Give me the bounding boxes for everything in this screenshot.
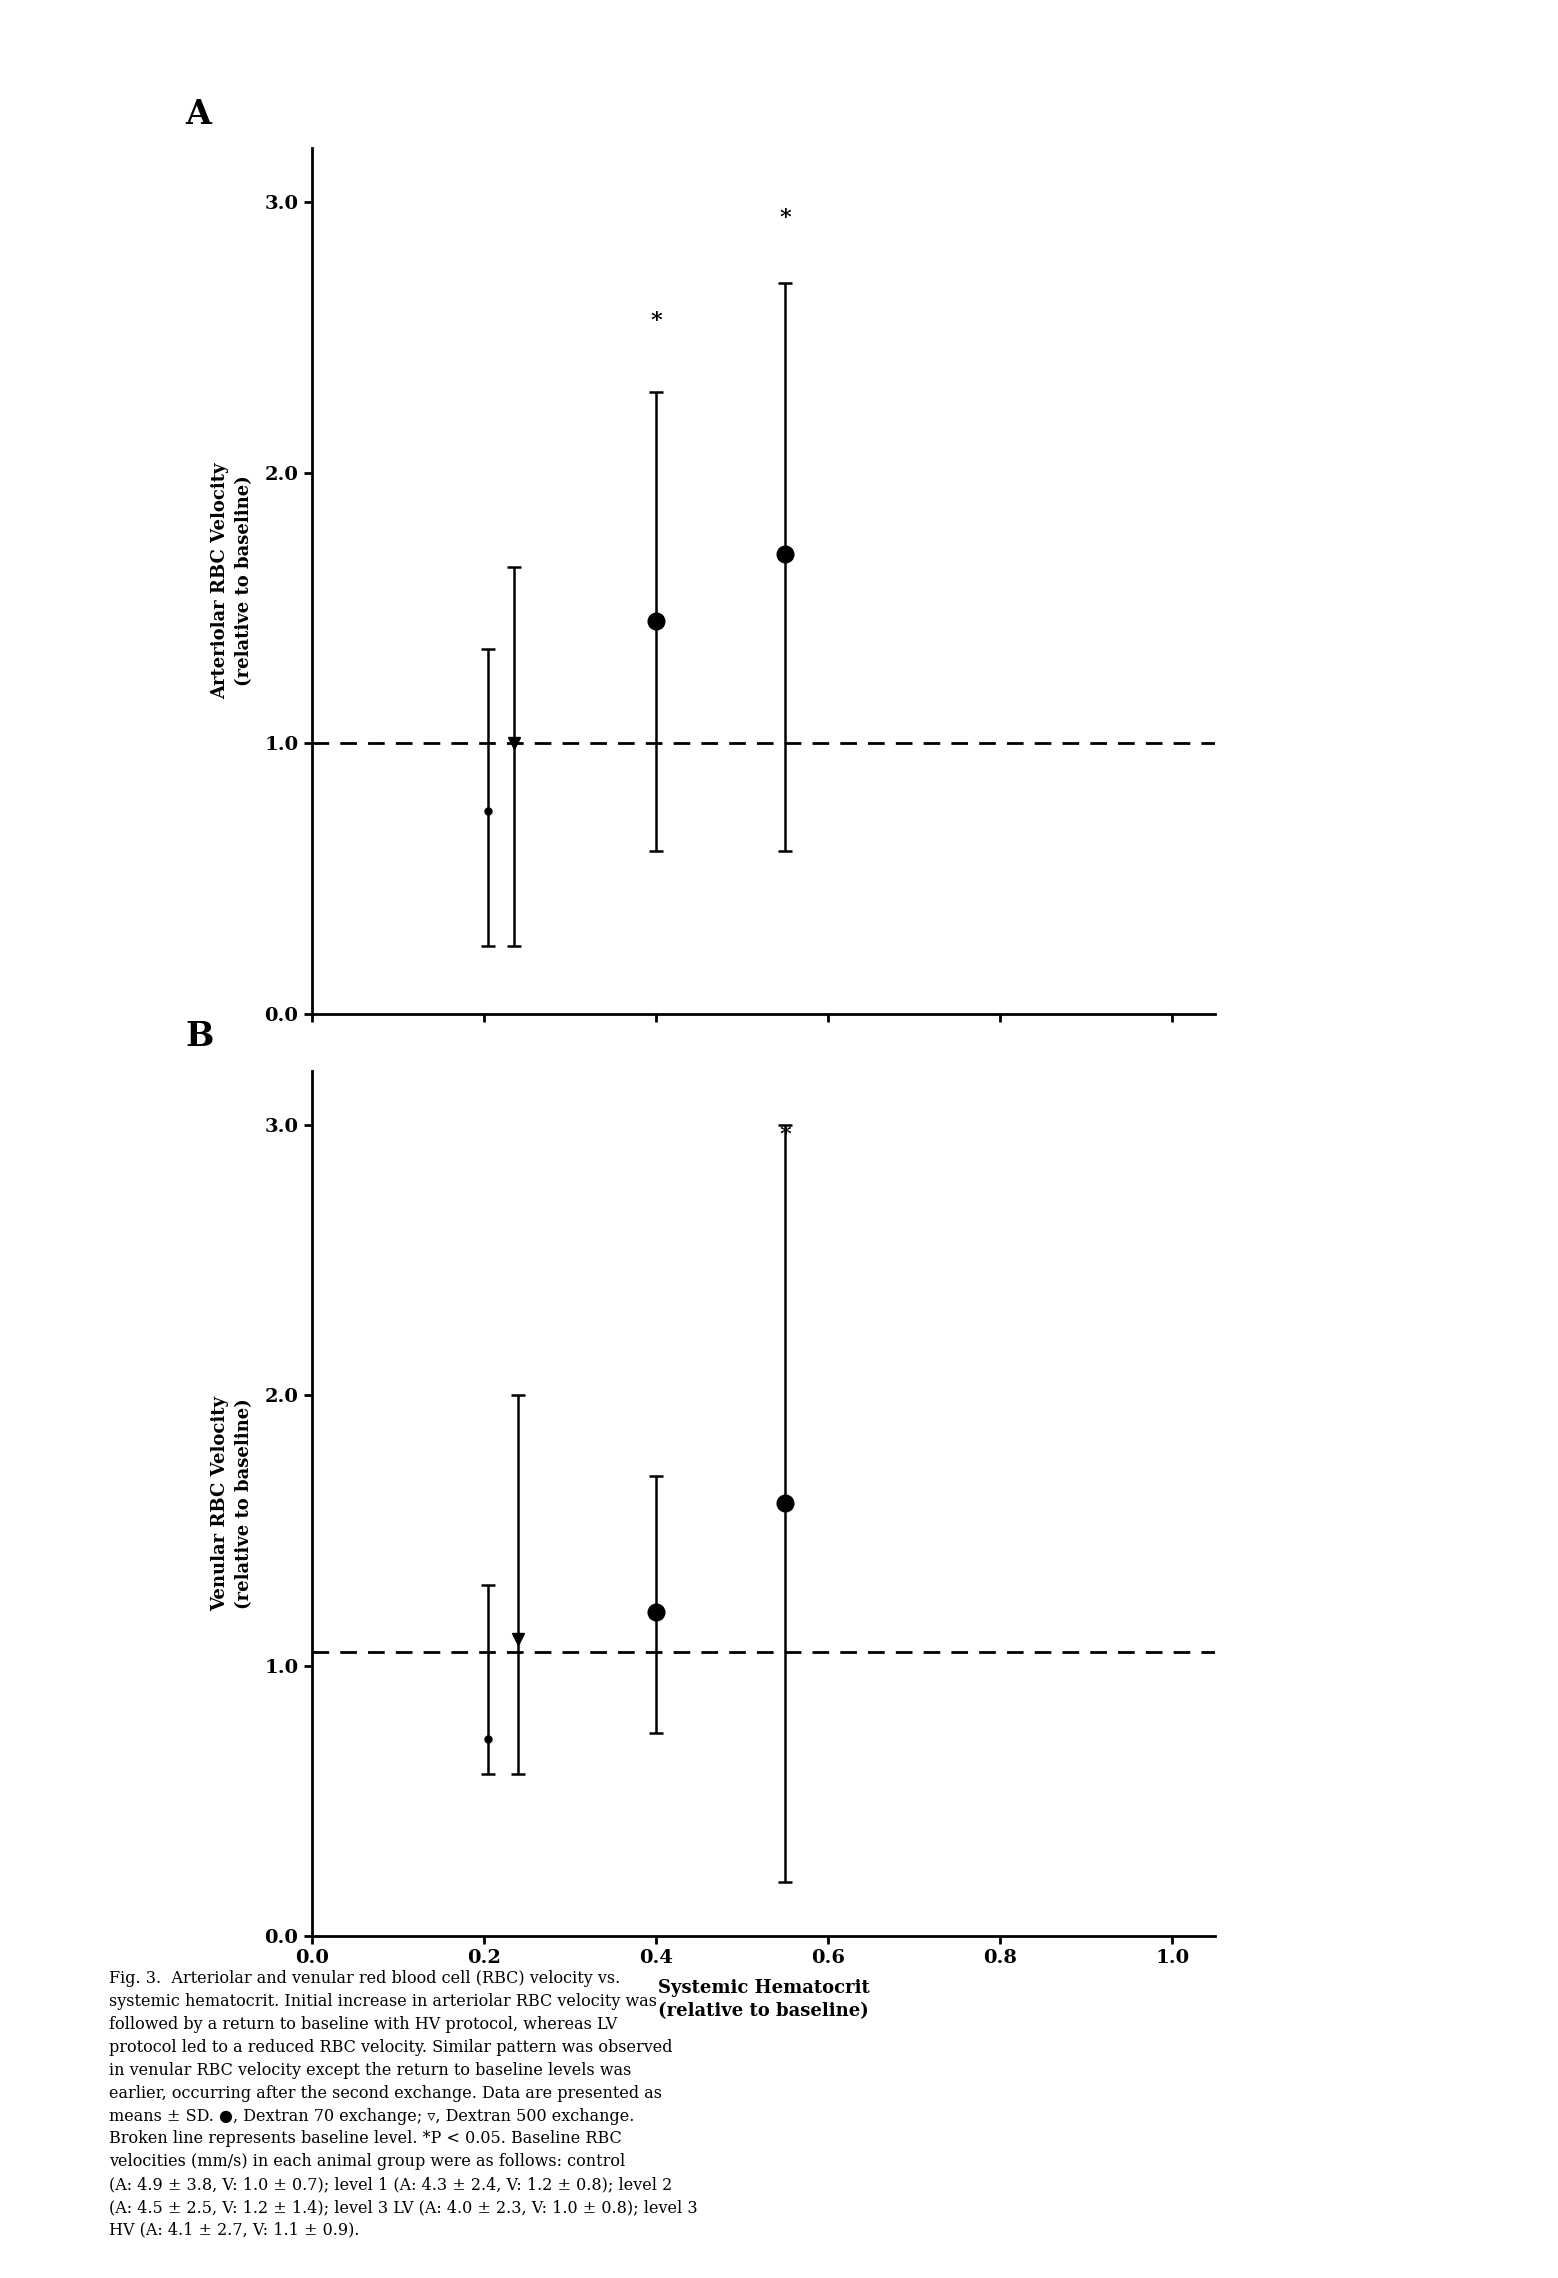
Text: A: A: [185, 98, 210, 130]
Text: *: *: [650, 310, 662, 333]
Y-axis label: Arteriolar RBC Velocity
(relative to baseline): Arteriolar RBC Velocity (relative to bas…: [212, 462, 252, 699]
Text: B: B: [185, 1021, 213, 1052]
Text: *: *: [779, 207, 791, 230]
Text: *: *: [779, 1125, 791, 1146]
X-axis label: Systemic Hematocrit
(relative to baseline): Systemic Hematocrit (relative to baselin…: [657, 1980, 869, 2021]
Text: Fig. 3.  Arteriolar and venular red blood cell (RBC) velocity vs.
systemic hemat: Fig. 3. Arteriolar and venular red blood…: [109, 1970, 698, 2239]
Y-axis label: Venular RBC Velocity
(relative to baseline): Venular RBC Velocity (relative to baseli…: [212, 1396, 252, 1611]
